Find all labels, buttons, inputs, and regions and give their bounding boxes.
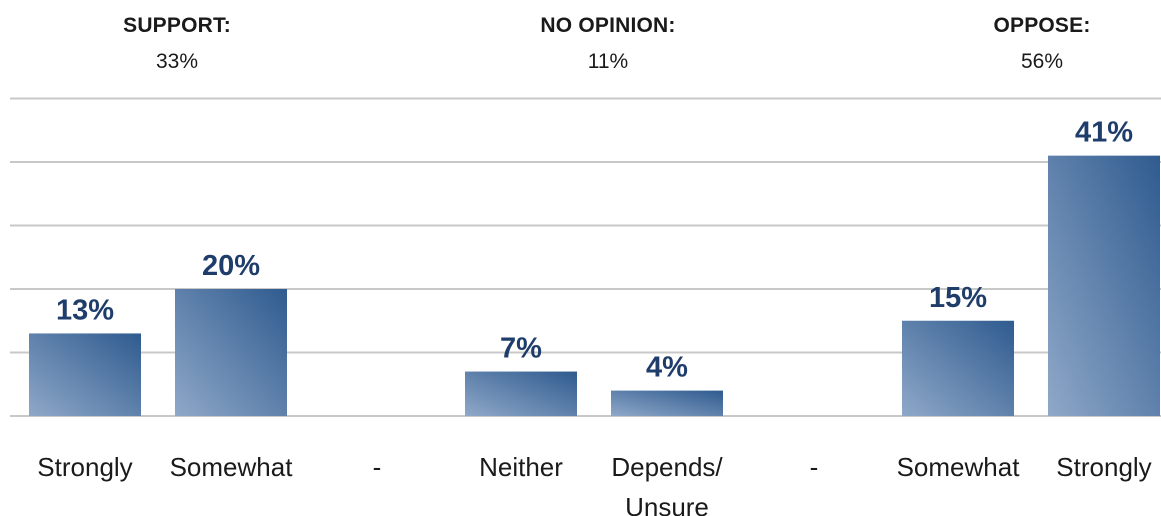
support-percent: 33% xyxy=(155,50,199,73)
oppose-title: OPPOSE: xyxy=(993,14,1091,37)
category-label: Unsure xyxy=(625,492,709,516)
category-label: Somewhat xyxy=(897,452,1021,482)
oppose-header: OPPOSE: 56% xyxy=(932,14,1152,74)
category-label: - xyxy=(373,452,382,482)
bar xyxy=(29,333,141,416)
bar-value-label: 20% xyxy=(202,250,260,282)
oppose-percent: 56% xyxy=(1020,50,1064,73)
bar xyxy=(465,371,577,416)
bar-value-label: 15% xyxy=(929,282,987,314)
support-title: SUPPORT: xyxy=(123,14,231,37)
bar-value-label: 41% xyxy=(1075,117,1133,149)
bar-value-label: 13% xyxy=(56,294,114,326)
bar xyxy=(1048,155,1160,416)
category-label: Neither xyxy=(479,452,563,482)
support-header: SUPPORT: 33% xyxy=(67,14,287,74)
no-opinion-percent: 11% xyxy=(587,50,629,73)
bar xyxy=(611,390,723,416)
category-label: Somewhat xyxy=(170,452,294,482)
bar xyxy=(175,289,287,416)
category-label: Strongly xyxy=(37,452,132,482)
bar xyxy=(902,320,1014,416)
bar-value-label: 7% xyxy=(500,333,542,365)
bar-value-label: 4% xyxy=(646,352,688,384)
category-label: Strongly xyxy=(1056,452,1151,482)
category-label: - xyxy=(810,452,819,482)
no-opinion-title: NO OPINION: xyxy=(540,14,676,37)
category-label: Depends/ xyxy=(611,452,723,482)
no-opinion-header: NO OPINION: 11% xyxy=(498,14,718,74)
